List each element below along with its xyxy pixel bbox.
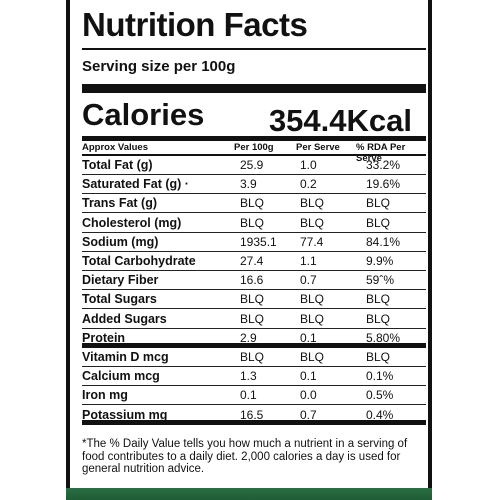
value-rda: BLQ — [366, 215, 391, 230]
value-rda: 0.4% — [366, 407, 394, 422]
value-per-100g: 25.9 — [240, 158, 264, 172]
nutrient-name: Protein — [82, 330, 126, 345]
table-row: Cholesterol (mg) BLQ BLQ BLQ — [82, 214, 426, 233]
nutrition-label: Nutrition Facts Serving size per 100g Ca… — [66, 0, 432, 500]
nutrient-name: Added Sugars — [82, 311, 167, 326]
value-per-serve: 0.0 — [300, 388, 317, 403]
divider-thick — [82, 84, 426, 93]
value-per-100g: BLQ — [240, 311, 265, 326]
value-per-100g: BLQ — [240, 350, 265, 364]
table-row: Protein 2.9 0.1 5.80% — [82, 329, 426, 348]
nutrient-name: Trans Fat (g) — [82, 196, 158, 211]
value-per-serve: BLQ — [300, 215, 325, 230]
value-per-serve: 0.1 — [300, 369, 317, 384]
calories-value: 354.4Kcal — [268, 103, 412, 138]
table-row: Dietary Fiber 16.6 0.7 59ˆ% — [82, 271, 426, 291]
nutrient-name: Total Fat (g) — [82, 158, 153, 172]
label-title: Nutrition Facts — [82, 6, 308, 43]
value-rda: 9.9% — [366, 254, 394, 268]
nutrient-name: Cholesterol (mg) — [82, 215, 182, 230]
value-rda: BLQ — [366, 292, 391, 307]
value-per-100g: BLQ — [240, 292, 265, 307]
divider-medium — [82, 136, 426, 141]
nutrient-name: Calcium mcg — [82, 369, 160, 384]
table-row: Vitamin D mcg BLQ BLQ BLQ — [82, 348, 426, 367]
value-per-100g: 27.4 — [240, 254, 264, 268]
nutrient-name: Sodium (mg) — [82, 234, 159, 249]
value-per-serve: BLQ — [300, 292, 325, 307]
table-row: Sodium (mg) 1935.1 77.4 84.1% — [82, 233, 426, 252]
table-row: Trans Fat (g) BLQ BLQ BLQ — [82, 194, 426, 214]
value-rda: 5.80% — [366, 330, 401, 345]
value-per-100g: 1935.1 — [240, 234, 277, 249]
value-rda: 59ˆ% — [366, 273, 395, 288]
packaging-strip — [66, 488, 432, 500]
value-rda: BLQ — [366, 350, 391, 364]
nutrient-name: Saturated Fat (g) · — [82, 177, 189, 192]
serving-size: Serving size per 100g — [82, 58, 236, 75]
nutrient-name: Total Carbohydrate — [82, 254, 196, 268]
value-rda: BLQ — [366, 196, 391, 211]
table-row: Total Sugars BLQ BLQ BLQ — [82, 290, 426, 310]
nutrient-name: Iron mg — [82, 388, 128, 403]
value-per-serve: BLQ — [300, 350, 325, 364]
value-rda: BLQ — [366, 311, 391, 326]
table-row: Added Sugars BLQ BLQ BLQ — [82, 310, 426, 329]
value-per-100g: 0.1 — [240, 388, 257, 403]
table-row: Saturated Fat (g) · 3.9 0.2 19.6% — [82, 175, 426, 195]
footnote: *The % Daily Value tells you how much a … — [82, 438, 408, 475]
column-header-rda: % RDA Per Serve — [356, 142, 406, 164]
value-per-100g: BLQ — [240, 215, 265, 230]
value-rda: 0.5% — [366, 388, 394, 403]
nutrient-name: Total Sugars — [82, 292, 157, 307]
value-per-serve: 0.7 — [300, 273, 317, 288]
table-row: Potassium mg 16.5 0.7 0.4% — [82, 406, 426, 425]
table-row: Total Carbohydrate 27.4 1.1 9.9% — [82, 252, 426, 271]
table-row: Calcium mcg 1.3 0.1 0.1% — [82, 367, 426, 387]
value-rda: 0.1% — [366, 369, 394, 384]
nutrient-name: Potassium mg — [82, 407, 168, 422]
value-rda: 19.6% — [366, 177, 401, 192]
column-header-approx: Approx Values — [82, 142, 148, 153]
value-per-100g: 2.9 — [240, 330, 257, 345]
value-per-serve: 0.7 — [300, 407, 317, 422]
value-per-serve: 77.4 — [300, 234, 324, 249]
value-rda: 84.1% — [366, 234, 401, 249]
value-per-serve: 0.1 — [300, 330, 317, 345]
calories-label: Calories — [82, 97, 205, 132]
value-per-serve: 1.0 — [300, 158, 317, 172]
table-row: Total Fat (g) 25.9 1.0 33.2% — [82, 156, 426, 175]
value-per-serve: 0.2 — [300, 177, 317, 192]
value-per-100g: 16.5 — [240, 407, 264, 422]
value-per-serve: BLQ — [300, 196, 325, 211]
value-per-100g: 16.6 — [240, 273, 264, 288]
value-per-serve: 1.1 — [300, 254, 317, 268]
value-per-100g: 1.3 — [240, 369, 257, 384]
value-per-100g: BLQ — [240, 196, 265, 211]
nutrient-name: Vitamin D mcg — [82, 350, 169, 364]
divider — [82, 48, 426, 50]
column-header-per100: Per 100g — [234, 142, 274, 153]
value-per-100g: 3.9 — [240, 177, 257, 192]
column-header-perserve: Per Serve — [296, 142, 340, 153]
divider — [82, 154, 426, 156]
value-rda: 33.2% — [366, 158, 401, 172]
nutrient-name: Dietary Fiber — [82, 273, 159, 288]
table-row: Iron mg 0.1 0.0 0.5% — [82, 386, 426, 406]
value-per-serve: BLQ — [300, 311, 325, 326]
